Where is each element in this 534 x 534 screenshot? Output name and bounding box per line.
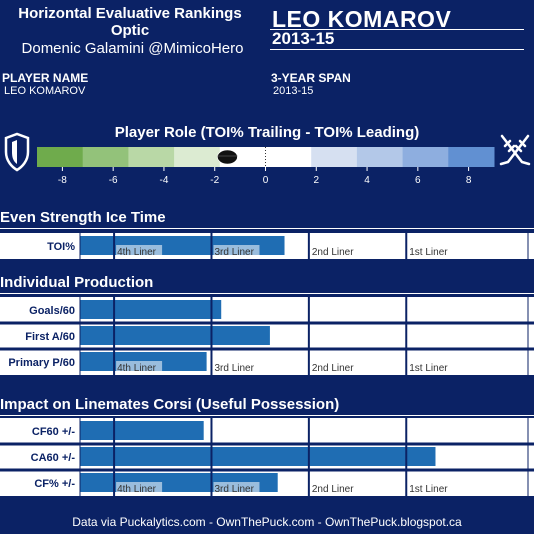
header-rule-top: [270, 29, 524, 30]
role-tick-label: 2: [313, 175, 319, 186]
threshold-label-bg: [310, 482, 357, 494]
ice-time-chart: TOI% 4th Liner 3rd Liner 2nd Liner 1st Liner: [0, 233, 534, 259]
role-tick-label: -4: [159, 175, 168, 186]
category-label: CF60 +/-: [32, 426, 75, 438]
author-credit: Domenic Galamini @MimicoHero: [21, 40, 244, 57]
threshold-label-bg: [213, 482, 260, 494]
category-label: CA60 +/-: [31, 452, 76, 464]
threshold-label: 1st Liner: [409, 363, 448, 374]
threshold-label-bg: [310, 361, 357, 373]
impact-rule: [0, 415, 534, 416]
production-chart: Goals/60 First A/60 Primary P/60 4th Liner 3…: [0, 297, 534, 375]
production-rule: [0, 293, 534, 294]
header-rule-bottom: [270, 49, 524, 50]
threshold-label: 2nd Liner: [312, 484, 354, 495]
role-tick-label: -6: [109, 175, 118, 186]
span-value: 2013-15: [273, 85, 314, 97]
category-label: TOI%: [47, 241, 75, 253]
role-scale-cell: [448, 147, 495, 167]
chart-title-line1: Horizontal Evaluative Rankings: [18, 5, 242, 22]
threshold-label-bg: [116, 361, 163, 373]
threshold-label: 4th Liner: [117, 247, 157, 258]
category-label: CF% +/-: [34, 478, 75, 490]
shield-icon: [4, 132, 30, 172]
player-name-label: PLAYER NAME: [2, 71, 89, 85]
impact-title: Impact on Linemates Corsi (Useful Posses…: [0, 396, 340, 413]
threshold-label-bg: [408, 482, 455, 494]
threshold-label: 3rd Liner: [214, 247, 254, 258]
role-tick-label: 0: [263, 175, 269, 186]
chart-title-line2: Optic: [110, 22, 150, 39]
season-heading: 2013-15: [272, 29, 335, 48]
ice-time-rule: [0, 228, 534, 229]
role-scale-cell: [82, 147, 129, 167]
category-label: Primary P/60: [8, 357, 75, 369]
category-label: Goals/60: [29, 305, 75, 317]
threshold-label-bg: [408, 245, 455, 257]
bar: [80, 421, 204, 440]
bar: [80, 326, 270, 345]
threshold-label: 2nd Liner: [312, 247, 354, 258]
player-role-scale: -8 -6 -4 -2 0 2 4 6 8: [37, 147, 495, 186]
threshold-label-bg: [213, 245, 260, 257]
production-title: Individual Production: [0, 274, 154, 291]
threshold-label: 2nd Liner: [312, 363, 354, 374]
ice-time-title: Even Strength Ice Time: [0, 209, 166, 226]
role-tick-label: 4: [364, 175, 370, 186]
player-name-heading: LEO KOMAROV: [272, 6, 452, 32]
role-tick-label: -8: [58, 175, 67, 186]
impact-chart: CF60 +/- CA60 +/- CF% +/- 4th Liner 3rd Line…: [0, 418, 534, 496]
threshold-label: 3rd Liner: [214, 363, 254, 374]
role-scale-cell: [402, 147, 449, 167]
role-scale-cell: [265, 147, 312, 167]
role-tick-label: -2: [210, 175, 219, 186]
role-scale-cell: [311, 147, 358, 167]
footer-credits: Data via Puckalytics.com - OwnThePuck.co…: [72, 515, 462, 529]
threshold-label-bg: [408, 361, 455, 373]
bar: [80, 447, 436, 466]
role-tick-label: 6: [415, 175, 421, 186]
threshold-label: 1st Liner: [409, 247, 448, 258]
threshold-label-bg: [310, 245, 357, 257]
role-scale-cell: [356, 147, 404, 167]
role-scale-cell: [37, 147, 84, 167]
threshold-label-bg: [213, 361, 260, 373]
threshold-label: 1st Liner: [409, 484, 448, 495]
bar: [80, 300, 222, 319]
threshold-label: 4th Liner: [117, 363, 157, 374]
threshold-label: 4th Liner: [117, 484, 157, 495]
category-label: First A/60: [25, 331, 75, 343]
threshold-label-bg: [116, 482, 163, 494]
role-scale-cell: [174, 147, 221, 167]
threshold-label-bg: [116, 245, 163, 257]
player-role-title: Player Role (TOI% Trailing - TOI% Leadin…: [114, 124, 420, 141]
span-label: 3-YEAR SPAN: [271, 71, 351, 85]
puck-marker: [217, 149, 238, 165]
crossed-sticks-icon: [499, 134, 531, 166]
role-tick-label: 8: [466, 175, 472, 186]
player-name-value: LEO KOMAROV: [4, 85, 86, 97]
role-scale-cell: [128, 147, 175, 167]
threshold-label: 3rd Liner: [214, 484, 254, 495]
